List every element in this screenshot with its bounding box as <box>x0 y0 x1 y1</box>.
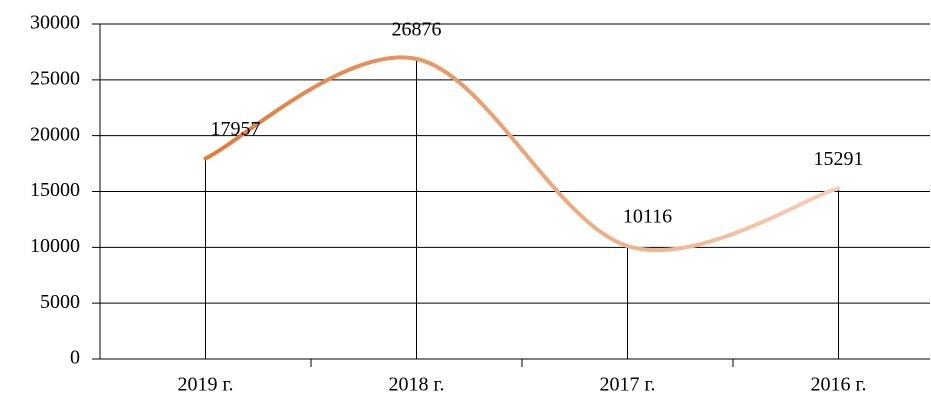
data-label: 15291 <box>814 148 864 170</box>
y-tick-label: 10000 <box>30 235 80 257</box>
data-label: 17957 <box>211 118 261 140</box>
y-tick-label: 5000 <box>40 291 80 313</box>
y-tick-label: 25000 <box>30 67 80 89</box>
y-tick-label: 30000 <box>30 12 80 34</box>
x-tick-label: 2016 г. <box>811 374 867 396</box>
y-tick-label: 15000 <box>30 179 80 201</box>
y-tick-label: 0 <box>70 347 80 369</box>
data-label: 10116 <box>623 206 672 228</box>
x-tick-label: 2018 г. <box>389 374 445 396</box>
data-label: 26876 <box>392 18 442 40</box>
y-tick-label: 20000 <box>30 123 80 145</box>
x-tick-label: 2017 г. <box>600 374 656 396</box>
x-tick-label: 2019 г. <box>178 374 234 396</box>
line <box>203 55 841 253</box>
